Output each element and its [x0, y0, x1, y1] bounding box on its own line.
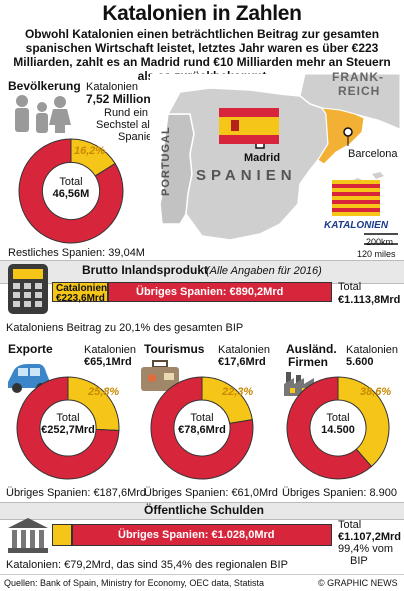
- gdp-catalonia-label-2: €223,6Mrd: [56, 293, 105, 304]
- people-icon: [15, 95, 71, 133]
- footer-credit: © GRAPHIC NEWS: [318, 578, 398, 588]
- spain-map: [150, 74, 400, 268]
- debt-total-note-1: 99,4% vom: [338, 543, 394, 555]
- population-catalonia-label: Katalonien: [86, 81, 138, 93]
- firms-catalonia-label: Katalonien: [346, 344, 398, 356]
- population-heading: Bevölkerung: [8, 79, 81, 93]
- exports-pct-label: 25,8%: [88, 386, 120, 398]
- population-donut-chart: [18, 138, 124, 244]
- exports-catalonia-value: €65,1Mrd: [84, 356, 132, 368]
- debt-header-band: [0, 502, 404, 520]
- calculator-icon: [8, 264, 48, 314]
- bank-building-icon: [8, 518, 48, 553]
- firms-heading-1: Ausländ.: [286, 342, 337, 356]
- catalonia-flag-icon: [332, 180, 380, 216]
- population-slice-rest: [18, 138, 124, 244]
- car-icon: [8, 364, 50, 393]
- tourism-rest-label: Übriges Spanien: €61,0Mrd: [144, 487, 278, 499]
- footer-sources: Quellen: Bank of Spain, Ministry for Eco…: [4, 578, 264, 588]
- map-label-frankreich-1: FRANK-: [332, 70, 384, 84]
- exports-catalonia-label: Katalonien: [84, 344, 136, 356]
- catalonia-shape: [317, 107, 365, 165]
- tourism-donut-chart: [150, 376, 254, 480]
- page-title: Katalonien in Zahlen: [102, 2, 302, 25]
- firms-total-value: 14.500: [321, 424, 355, 436]
- debt-bar-rest: [72, 524, 332, 546]
- scale-miles: 120 miles: [357, 249, 396, 259]
- gdp-footnote: Kataloniens Beitrag zu 20,1% des gesamte…: [6, 322, 244, 334]
- firms-slice-rest: [286, 376, 373, 480]
- population-total-label: Total: [59, 176, 83, 188]
- exports-total-value: €252,7Mrd: [41, 424, 95, 436]
- population-pct-label: 16,2%: [74, 145, 106, 157]
- debt-rest-label: Übriges Spanien: €1.028,0Mrd: [118, 529, 275, 541]
- population-rest-label: Restliches Spanien: 39,04M: [8, 247, 145, 259]
- gdp-stacked-bar: [52, 282, 332, 302]
- map-label-katalonien: KATALONIEN: [324, 220, 389, 231]
- spain-shape: [166, 87, 329, 241]
- exports-slice-rest: [16, 376, 120, 480]
- map-label-portugal: PORTUGAL: [160, 126, 172, 196]
- barcelona-marker: [343, 127, 353, 137]
- debt-bar-catalonia: [52, 524, 73, 546]
- map-label-barcelona: Barcelona: [348, 148, 398, 160]
- tourism-total-value: €78,6Mrd: [178, 424, 226, 436]
- firms-catalonia-value: 5.600: [346, 356, 374, 368]
- suitcase-icon: [141, 360, 179, 391]
- firms-slice-catalonia: [337, 376, 390, 468]
- gdp-total-value: €1.113,8Mrd: [338, 294, 401, 306]
- firms-total-label: Total: [326, 412, 350, 424]
- population-note-3: Spanier: [118, 131, 156, 143]
- exports-rest-label: Übriges Spanien: €187,6Mrd: [6, 487, 147, 499]
- exports-donut-chart: [16, 376, 120, 480]
- exports-total-label: Total: [56, 412, 80, 424]
- spain-flag-icon: [219, 108, 279, 144]
- tourism-slice-rest: [150, 376, 254, 480]
- gdp-heading: Brutto Inlandsprodukt: [82, 263, 208, 277]
- population-total-value: 46,56M: [52, 188, 90, 200]
- population-note-1: Rund ein: [104, 107, 149, 119]
- firms-rest-label: Übriges Spanien: 8.900: [282, 487, 397, 499]
- firms-heading-2: Firmen: [288, 355, 329, 369]
- footer-divider: [0, 574, 404, 575]
- map-label-frankreich-2: REICH: [338, 84, 381, 98]
- gdp-total-label: Total: [338, 281, 362, 293]
- debt-total-label: Total: [338, 519, 362, 531]
- debt-total-value: €1.107,2Mrd: [338, 531, 401, 543]
- tourism-catalonia-label: Katalonien: [218, 344, 270, 356]
- debt-stacked-bar: [52, 524, 332, 546]
- gdp-heading-note: (Alle Angaben für 2016): [206, 265, 322, 277]
- tourism-pct-label: 22,3%: [222, 386, 254, 398]
- debt-footnote: Katalonien: €79,2Mrd, das sind 35,4% des…: [6, 559, 288, 571]
- gdp-bar-rest: [108, 282, 332, 302]
- tourism-total-label: Total: [190, 412, 214, 424]
- tourism-heading: Tourismus: [144, 342, 205, 356]
- firms-donut-chart: [286, 376, 390, 480]
- gdp-rest-label: Übriges Spanien: €890,2Mrd: [136, 286, 284, 298]
- map-label-madrid: Madrid: [244, 152, 281, 164]
- gdp-bar-catalonia: [52, 282, 109, 302]
- debt-total-note-2: BIP: [350, 555, 368, 567]
- firms-pct-label: 38,6%: [360, 386, 392, 398]
- tourism-catalonia-value: €17,6Mrd: [218, 356, 266, 368]
- map-label-spanien: SPANIEN: [196, 167, 297, 184]
- gdp-catalonia-label-1: Catalonien: [56, 283, 108, 294]
- population-note-2: Sechstel aller: [96, 119, 163, 131]
- scale-km: 200km: [366, 237, 394, 247]
- exports-heading: Exporte: [8, 342, 53, 356]
- debt-heading: Öffentliche Schulden: [144, 503, 265, 517]
- population-catalonia-value: 7,52 Millionen: [86, 92, 165, 106]
